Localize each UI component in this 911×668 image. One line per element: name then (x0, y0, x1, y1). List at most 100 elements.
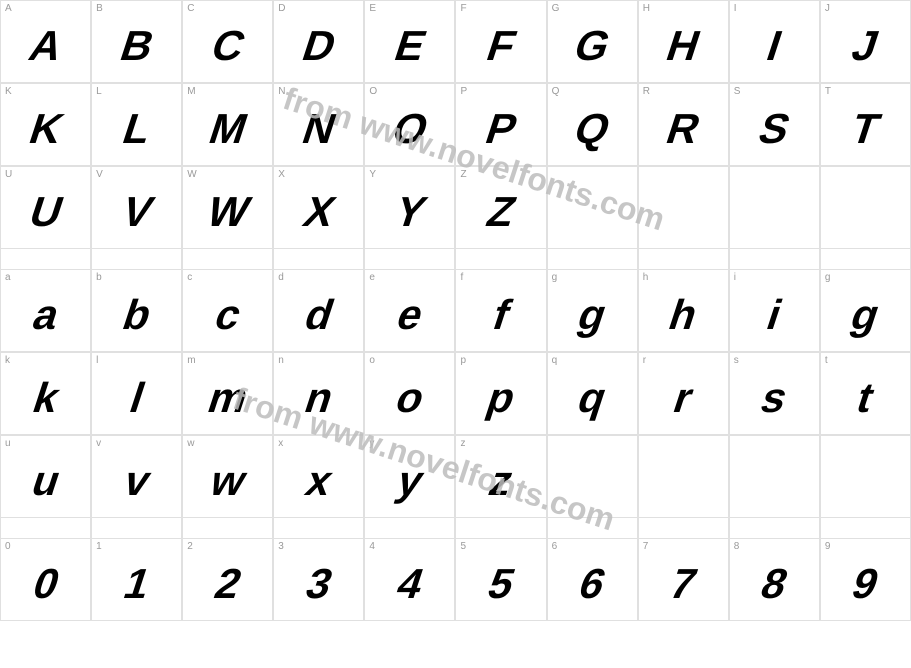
cell-label: o (369, 355, 375, 366)
glyph: u (25, 457, 65, 505)
glyph: E (389, 22, 432, 70)
glyph-cell: gg (547, 269, 638, 352)
cell-label: k (5, 355, 10, 366)
glyph: m (202, 374, 254, 422)
cell-label: 4 (369, 541, 375, 552)
glyph: g (845, 291, 885, 339)
glyph: I (761, 22, 787, 70)
glyph: 4 (391, 560, 429, 608)
cell-label: t (825, 355, 828, 366)
glyph-cell: tt (820, 352, 911, 435)
glyph: c (209, 291, 247, 339)
cell-label: 7 (643, 541, 649, 552)
cell-label: c (187, 272, 192, 283)
cell-label: 6 (552, 541, 558, 552)
glyph: U (23, 188, 68, 236)
spacer-cell (0, 249, 91, 269)
spacer-cell (182, 249, 273, 269)
glyph: e (391, 291, 429, 339)
glyph-cell: ll (91, 352, 182, 435)
glyph-cell: xx (273, 435, 364, 518)
cell-label: e (369, 272, 375, 283)
spacer-cell (91, 249, 182, 269)
glyph-cell: aa (0, 269, 91, 352)
cell-label: A (5, 3, 12, 14)
glyph: X (298, 188, 341, 236)
glyph: y (391, 457, 429, 505)
glyph: Z (481, 188, 521, 236)
glyph: 2 (209, 560, 247, 608)
glyph: p (481, 374, 521, 422)
cell-label: J (825, 3, 830, 14)
cell-label: s (734, 355, 739, 366)
glyph-cell: bb (91, 269, 182, 352)
glyph-cell: YY (364, 166, 455, 249)
glyph-cell: mm (182, 352, 273, 435)
spacer-cell (547, 518, 638, 538)
glyph-cell: TT (820, 83, 911, 166)
glyph-cell: ZZ (455, 166, 546, 249)
glyph-cell: HH (638, 0, 729, 83)
glyph: C (205, 22, 250, 70)
glyph-cell: vv (91, 435, 182, 518)
glyph-cell: GG (547, 0, 638, 83)
glyph-cell: rr (638, 352, 729, 435)
glyph: K (23, 105, 68, 153)
glyph: q (572, 374, 612, 422)
cell-label: y (369, 438, 374, 449)
glyph: F (481, 22, 521, 70)
cell-label: g (552, 272, 558, 283)
spacer-cell (820, 518, 911, 538)
glyph-cell: XX (273, 166, 364, 249)
glyph: w (204, 457, 251, 505)
cell-label: D (278, 3, 285, 14)
glyph: d (299, 291, 339, 339)
glyph-cell: 88 (729, 538, 820, 621)
cell-label: I (734, 3, 737, 14)
glyph: h (663, 291, 703, 339)
glyph: t (851, 374, 880, 422)
glyph: f (487, 291, 516, 339)
cell-label: 9 (825, 541, 831, 552)
glyph: b (117, 291, 157, 339)
glyph: o (390, 374, 430, 422)
glyph-cell: 55 (455, 538, 546, 621)
cell-label: a (5, 272, 11, 283)
glyph: B (114, 22, 159, 70)
cell-label: g (825, 272, 831, 283)
glyph-cell: OO (364, 83, 455, 166)
glyph-cell: pp (455, 352, 546, 435)
cell-label: z (460, 438, 465, 449)
glyph-cell: 66 (547, 538, 638, 621)
cell-label: 3 (278, 541, 284, 552)
spacer-cell (547, 249, 638, 269)
glyph-cell: ss (729, 352, 820, 435)
cell-label: M (187, 86, 195, 97)
glyph-cell: UU (0, 166, 91, 249)
glyph: 0 (27, 560, 65, 608)
spacer-cell (273, 518, 364, 538)
glyph-cell: qq (547, 352, 638, 435)
glyph-cell: SS (729, 83, 820, 166)
cell-label: B (96, 3, 103, 14)
glyph: 8 (755, 560, 793, 608)
cell-label: d (278, 272, 284, 283)
cell-label: m (187, 355, 195, 366)
glyph-cell (729, 166, 820, 249)
glyph-cell: hh (638, 269, 729, 352)
glyph: R (661, 105, 706, 153)
cell-label: 0 (5, 541, 11, 552)
spacer-cell (638, 518, 729, 538)
glyph-cell (820, 166, 911, 249)
glyph-cell: RR (638, 83, 729, 166)
cell-label: w (187, 438, 194, 449)
cell-label: Z (460, 169, 466, 180)
glyph-cell: MM (182, 83, 273, 166)
cell-label: 8 (734, 541, 740, 552)
glyph-cell: gg (820, 269, 911, 352)
cell-label: u (5, 438, 11, 449)
cell-label: L (96, 86, 102, 97)
glyph: P (480, 105, 523, 153)
glyph: 5 (482, 560, 520, 608)
glyph-cell: CC (182, 0, 273, 83)
